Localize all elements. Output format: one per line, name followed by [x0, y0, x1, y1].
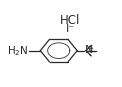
Text: H$_2$N: H$_2$N — [7, 44, 29, 58]
Text: N: N — [84, 45, 93, 55]
Text: HCl: HCl — [60, 14, 80, 27]
Text: +: + — [87, 46, 93, 52]
Text: I⁻: I⁻ — [66, 24, 75, 34]
